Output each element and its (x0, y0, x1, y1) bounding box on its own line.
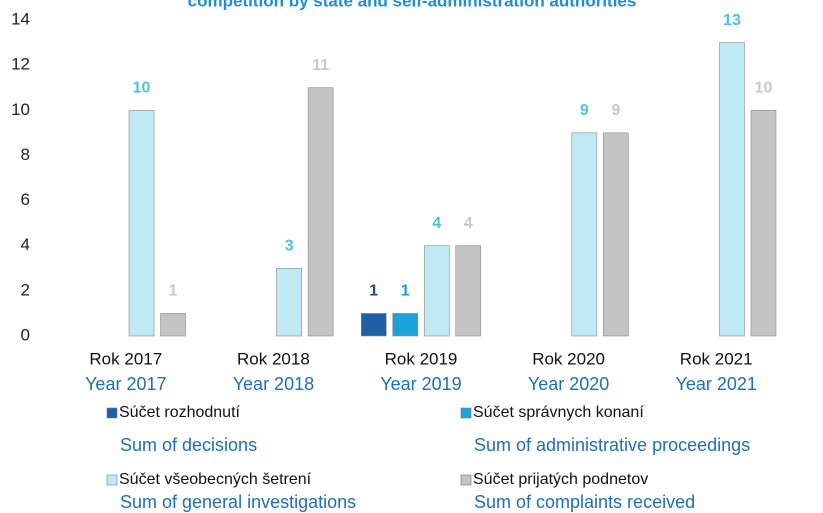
y-tick-label: 2 (21, 280, 30, 299)
legend-marker (460, 474, 472, 486)
bar (719, 42, 745, 337)
y-tick-label: 6 (21, 190, 30, 209)
bar (307, 87, 334, 337)
x-tick-label: Rok 2021 (680, 349, 753, 368)
y-tick-label: 12 (11, 55, 30, 74)
data-label: 10 (755, 80, 773, 97)
chart-title: competition by state and self-administra… (188, 0, 637, 10)
bar (423, 245, 450, 337)
x-tick-translation: Year 2017 (85, 374, 166, 394)
data-label: 10 (133, 80, 151, 97)
data-label: 1 (369, 283, 378, 300)
legend-translation: Sum of administrative proceedings (474, 435, 750, 455)
data-label: 1 (401, 283, 410, 300)
data-label: 13 (723, 12, 741, 29)
data-label: 11 (312, 57, 329, 74)
legend-label: Súčet všeobecných šetrení (119, 471, 312, 488)
data-label: 9 (611, 102, 620, 119)
x-tick-label: Rok 2020 (532, 349, 605, 368)
bar (392, 313, 419, 337)
x-tick-label: Rok 2017 (89, 349, 162, 368)
data-label: 4 (432, 215, 441, 232)
x-tick-label: Rok 2018 (237, 349, 310, 368)
legend-marker (106, 474, 118, 486)
x-tick-translation: Year 2021 (675, 374, 756, 394)
x-tick-translation: Year 2019 (380, 374, 461, 394)
bar (360, 313, 387, 337)
legend-translation: Sum of decisions (120, 435, 257, 455)
data-label: 9 (580, 102, 589, 119)
legend-label: Súčet rozhodnutí (119, 404, 241, 421)
y-tick-label: 10 (11, 100, 30, 119)
x-tick-label: Rok 2019 (385, 349, 458, 368)
y-tick-label: 14 (11, 9, 30, 28)
bar (603, 132, 629, 337)
bar (455, 245, 482, 337)
legend-label: Súčet prijatých podnetov (473, 471, 648, 488)
y-tick-label: 8 (21, 145, 30, 164)
bar (750, 109, 777, 337)
legend-marker (106, 407, 118, 419)
data-label: 4 (464, 215, 473, 232)
bar (571, 132, 598, 337)
bar (276, 267, 302, 337)
legend-marker (460, 407, 472, 419)
legend-label: Súčet správnych konaní (473, 404, 644, 421)
bar (160, 313, 186, 337)
y-tick-label: 0 (21, 325, 30, 344)
legend-translation: Sum of general investigations (120, 492, 356, 512)
legend-translation: Sum of complaints received (474, 492, 695, 512)
x-tick-translation: Year 2020 (528, 374, 609, 394)
data-label: 1 (169, 283, 178, 300)
x-tick-translation: Year 2018 (233, 374, 314, 394)
data-label: 3 (285, 238, 294, 255)
y-tick-label: 4 (21, 235, 30, 254)
bar (128, 109, 155, 337)
